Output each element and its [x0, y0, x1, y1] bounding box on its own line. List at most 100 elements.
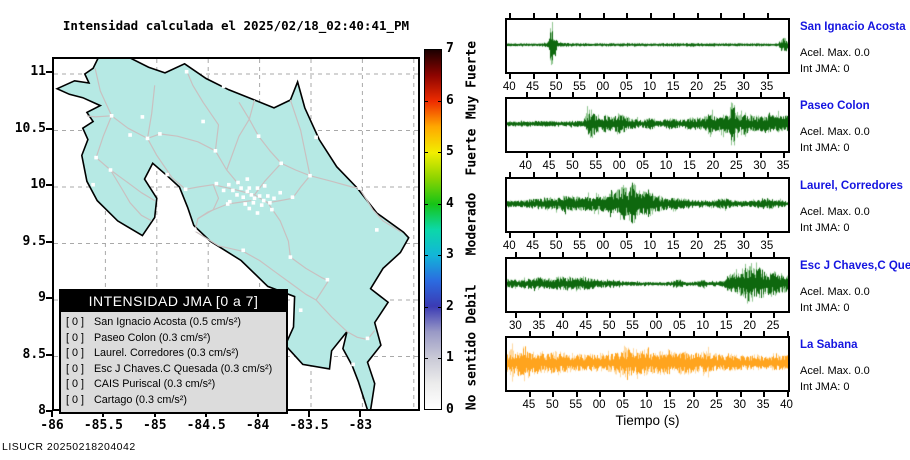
map-y-tick-mark — [46, 353, 52, 356]
seismogram-tick-mark — [786, 331, 789, 336]
station-dot — [193, 228, 197, 232]
seismogram-tick-mark — [702, 252, 705, 257]
seismogram-tick-mark — [673, 13, 676, 18]
seismogram-tick-label: 25 — [729, 160, 743, 172]
seismogram-tick-label: 05 — [619, 240, 633, 252]
seismogram-tick-mark — [585, 252, 588, 257]
colorbar-tick-mark — [424, 100, 428, 102]
legend-station-label: CAIS Puriscal (0.3 cm/s²) — [94, 378, 216, 390]
seismogram-tick-label: 35 — [760, 81, 774, 93]
colorbar-tick-label: 4 — [446, 195, 454, 211]
station-dot — [108, 168, 113, 172]
legend-station-label: Cartago (0.3 cm/s²) — [94, 393, 187, 406]
road-line — [94, 68, 255, 196]
legend-station-status: [ 0 ] — [66, 316, 85, 328]
seismogram-tick-mark — [548, 153, 551, 158]
road-line — [146, 85, 156, 139]
station-dot — [221, 84, 226, 89]
seismogram-tick-mark — [759, 153, 762, 158]
map-x-tick-mark — [359, 411, 362, 417]
seismogram-tick-mark — [579, 13, 582, 18]
station-dot — [308, 173, 312, 178]
station-dot — [165, 172, 169, 177]
seismogram-tick-mark — [595, 92, 598, 97]
legend-station-status: [ 0 ] — [66, 378, 85, 390]
seismogram-tick-label: 05 — [616, 399, 629, 411]
station-dot — [225, 202, 230, 206]
footer-stamp: LISUCR 20250218204042 — [2, 441, 136, 453]
station-dot — [298, 308, 303, 312]
road-line — [226, 99, 256, 171]
seismogram-box-4 — [505, 257, 790, 313]
seismogram-tick-label: 50 — [602, 320, 616, 332]
seismogram-tick-mark — [579, 172, 582, 177]
seismogram-tick-mark — [575, 392, 578, 397]
station-dot — [247, 206, 252, 211]
map-y-tick-label: 9.5 — [22, 233, 46, 249]
map-y-tick-mark — [46, 127, 52, 130]
seismogram-trace-2 — [507, 99, 788, 151]
station-dot — [252, 196, 257, 201]
map-x-tick-label: -84.5 — [186, 418, 226, 433]
colorbar-tick-label: 6 — [446, 92, 454, 108]
colorbar-tick-mark — [424, 358, 428, 360]
seismogram-tick-label: 20 — [686, 399, 700, 411]
seismogram-tick-label: 10 — [643, 81, 657, 93]
seismogram-tick-label: 20 — [743, 320, 756, 332]
seismogram-tick-label: 00 — [612, 160, 626, 172]
map-x-tick-mark — [102, 411, 105, 417]
colorbar-tick-mark — [424, 203, 428, 205]
seismogram-tick-label: 10 — [643, 240, 657, 252]
station-dot — [272, 196, 276, 201]
station-dot — [288, 255, 293, 259]
seismogram-tick-mark — [673, 74, 676, 79]
seismogram-tick-label: 10 — [639, 399, 653, 411]
station-dot — [255, 211, 260, 215]
seismogram-tick-label: 10 — [696, 320, 710, 332]
map-x-tick-label: -83 — [348, 418, 373, 433]
map-x-tick-mark — [51, 411, 53, 417]
seismogram-tick-mark — [669, 331, 672, 336]
seismogram-tick-label: 30 — [737, 81, 750, 93]
seismogram-tick-mark — [599, 331, 602, 336]
station-int-jma: Int JMA: 0 — [800, 381, 850, 393]
colorbar-tick-label: 2 — [446, 298, 454, 314]
station-dot — [235, 193, 239, 197]
station-dot — [109, 114, 114, 118]
seismogram-tick-mark — [766, 172, 769, 177]
seismogram-tick-mark — [642, 153, 645, 158]
seismogram-tick-label: 35 — [756, 399, 770, 411]
road-line — [358, 187, 402, 233]
seismogram-tick-mark — [719, 172, 722, 177]
map-y-tick-label: 9 — [38, 290, 46, 305]
seismogram-tick-label: 55 — [589, 160, 603, 172]
seismogram-tick-label: 35 — [760, 240, 774, 252]
seismogram-tick-label: 25 — [766, 320, 780, 332]
seismogram-tick-mark — [509, 74, 512, 79]
colorbar-tick-mark — [438, 306, 442, 308]
station-dot — [278, 190, 282, 195]
seismogram-box-2 — [505, 97, 790, 153]
seismogram-tick-label: 30 — [509, 320, 522, 332]
seismogram-tick-mark — [525, 92, 528, 97]
seismogram-tick-mark — [692, 331, 695, 336]
intensity-colorbar — [424, 49, 442, 410]
seismogram-tick-label: 00 — [649, 320, 663, 332]
station-dot — [375, 228, 379, 232]
map-y-tick-label: 11 — [30, 64, 46, 79]
seismogram-tick-mark — [528, 331, 531, 336]
seismogram-tick-label: 45 — [522, 399, 536, 411]
seismogram-tick-mark — [602, 74, 605, 79]
seismogram-tick-mark — [548, 92, 551, 97]
seismogram-tick-label: 45 — [526, 240, 540, 252]
seismogram-tick-label: 50 — [545, 399, 559, 411]
seismogram-tick-mark — [655, 313, 658, 318]
seismogram-tick-label: 15 — [683, 160, 696, 172]
station-dot — [255, 186, 260, 190]
seismogram-tick-mark — [726, 313, 729, 318]
seismogram-tick-label: 20 — [706, 160, 720, 172]
station-dot — [201, 119, 205, 124]
seismogram-tick-label: 55 — [573, 240, 586, 252]
seismogram-tick-mark — [649, 233, 652, 238]
station-dot — [227, 182, 231, 187]
